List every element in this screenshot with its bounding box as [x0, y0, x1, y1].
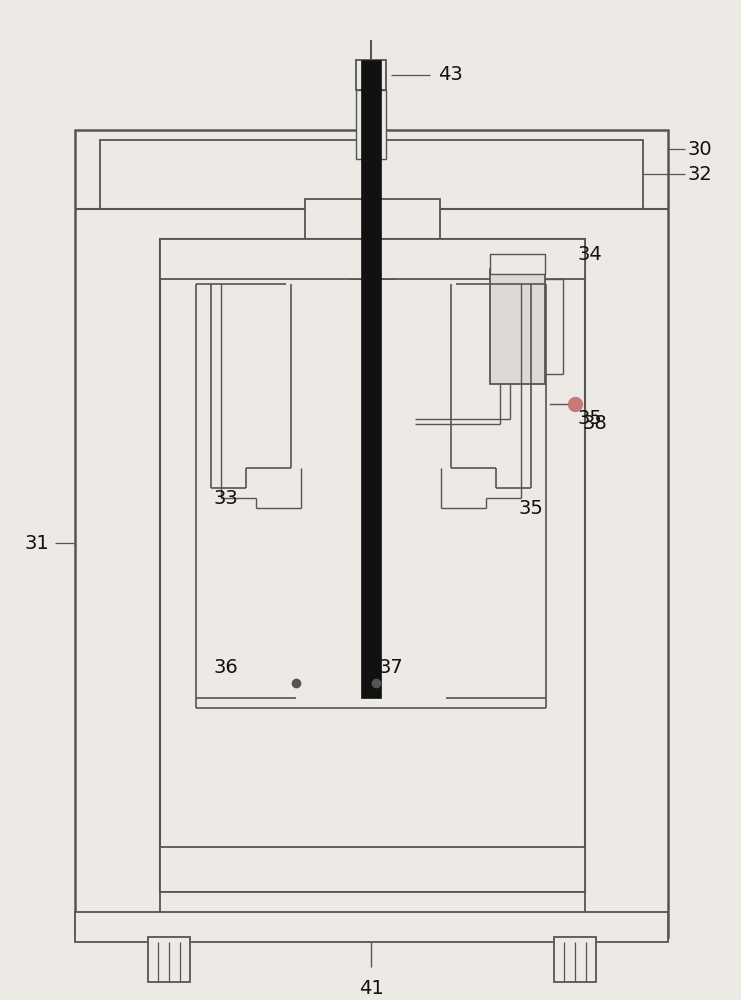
Bar	[160, 892, 585, 937]
Bar	[305, 199, 440, 244]
Text: 34: 34	[578, 245, 602, 264]
Bar	[100, 140, 643, 209]
Text: 36: 36	[213, 658, 239, 677]
Text: 33: 33	[213, 489, 239, 508]
Text: 32: 32	[688, 165, 712, 184]
Text: 37: 37	[379, 658, 403, 677]
Bar	[160, 847, 585, 892]
Bar	[356, 60, 386, 90]
Text: 38: 38	[582, 414, 608, 433]
Text: 31: 31	[24, 534, 50, 553]
Text: 35: 35	[577, 409, 602, 428]
Text: 30: 30	[688, 140, 712, 159]
Bar	[554, 937, 596, 982]
Bar	[350, 239, 395, 279]
Bar	[75, 130, 668, 937]
Bar	[75, 912, 668, 942]
Text: 43: 43	[438, 65, 462, 84]
Bar	[490, 269, 545, 384]
Bar	[356, 90, 386, 159]
Text: 35: 35	[519, 499, 543, 518]
Bar	[361, 60, 381, 698]
Bar	[148, 937, 190, 982]
Bar	[160, 239, 585, 279]
Bar	[490, 254, 545, 274]
Bar	[160, 239, 585, 892]
Text: 41: 41	[359, 979, 383, 998]
